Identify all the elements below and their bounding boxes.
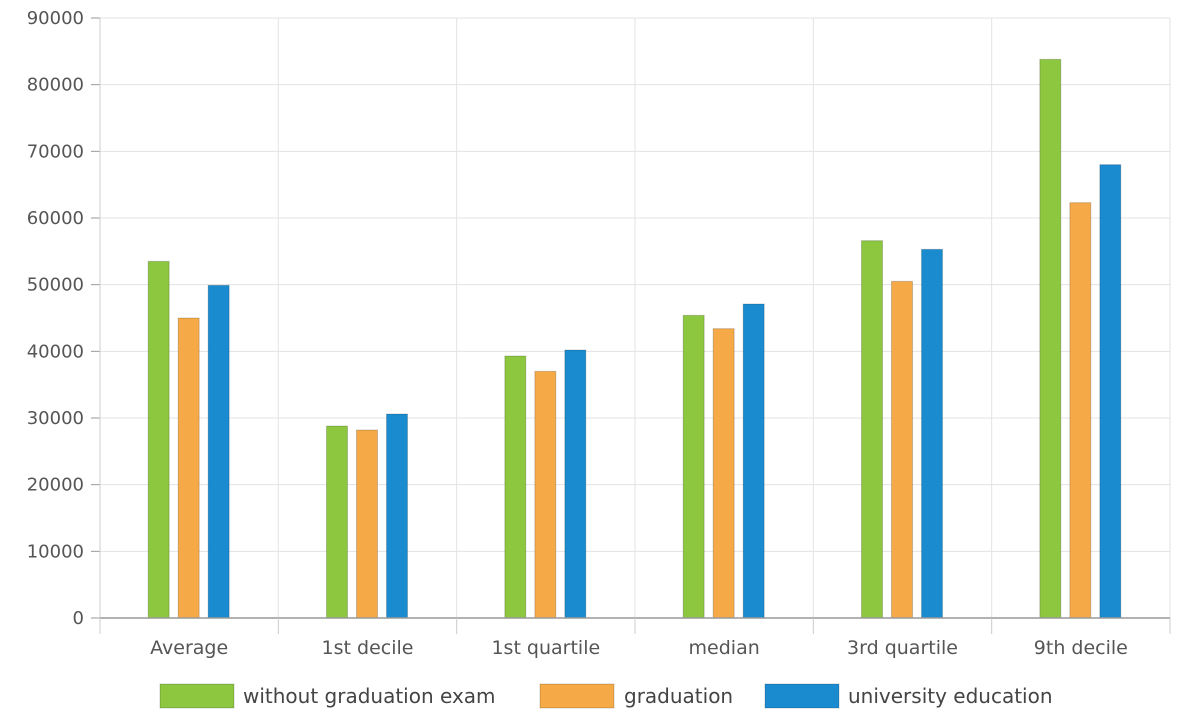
chart-grid	[100, 17, 1171, 618]
bar-0-5[interactable]	[1039, 58, 1062, 619]
x-category-label: median	[689, 637, 760, 659]
legend-item-1[interactable]: graduation	[539, 683, 733, 709]
x-category-label: Average	[150, 637, 228, 659]
y-tick-label: 80000	[27, 75, 84, 96]
y-tick-label: 10000	[27, 541, 84, 562]
x-category-label: 9th decile	[1034, 637, 1128, 659]
bar-2-0[interactable]	[207, 284, 230, 619]
legend-label: university education	[848, 684, 1053, 708]
bar-2-2[interactable]	[564, 349, 587, 619]
y-tick-label: 50000	[27, 275, 84, 296]
bar-1-4[interactable]	[891, 280, 913, 619]
y-tick-label: 90000	[27, 8, 84, 29]
y-tick-label: 0	[73, 608, 84, 629]
legend-item-0[interactable]: without graduation exam	[159, 683, 496, 709]
y-tick-label: 30000	[27, 408, 84, 429]
bar-2-4[interactable]	[921, 248, 943, 619]
bar-1-2[interactable]	[534, 370, 557, 619]
legend: without graduation exam graduation univers…	[159, 683, 1053, 709]
legend-label: without graduation exam	[243, 684, 496, 708]
bar-2-1[interactable]	[386, 413, 408, 619]
legend-swatch	[764, 683, 840, 709]
x-category-label: 1st decile	[322, 637, 414, 659]
bar-0-3[interactable]	[682, 314, 705, 619]
bar-1-1[interactable]	[356, 429, 378, 619]
bars-group	[147, 58, 1122, 619]
legend-item-2[interactable]: university education	[764, 683, 1053, 709]
bar-2-3[interactable]	[742, 303, 765, 619]
bar-1-5[interactable]	[1069, 202, 1092, 619]
legend-swatch	[539, 683, 615, 709]
y-tick-label: 40000	[27, 341, 84, 362]
x-category-label: 3rd quartile	[847, 637, 958, 659]
bar-1-3[interactable]	[712, 328, 735, 619]
bar-0-2[interactable]	[504, 355, 527, 619]
bar-2-5[interactable]	[1099, 164, 1122, 619]
legend-label: graduation	[624, 684, 733, 708]
bar-1-0[interactable]	[177, 317, 200, 619]
y-tick-label: 20000	[27, 475, 84, 496]
x-category-label: 1st quartile	[491, 637, 600, 659]
bar-0-4[interactable]	[861, 240, 883, 619]
y-tick-label: 60000	[27, 208, 84, 229]
legend-swatch	[159, 683, 235, 709]
y-tick-label: 70000	[27, 141, 84, 162]
x-axis: Average 1st decile 1st quartile median 3rd q…	[99, 617, 1171, 659]
y-axis: 0 10000 20000 30000 40000 50000 60000 70000 8000…	[27, 8, 101, 629]
bar-0-1[interactable]	[326, 425, 348, 619]
bar-0-0[interactable]	[147, 260, 170, 619]
